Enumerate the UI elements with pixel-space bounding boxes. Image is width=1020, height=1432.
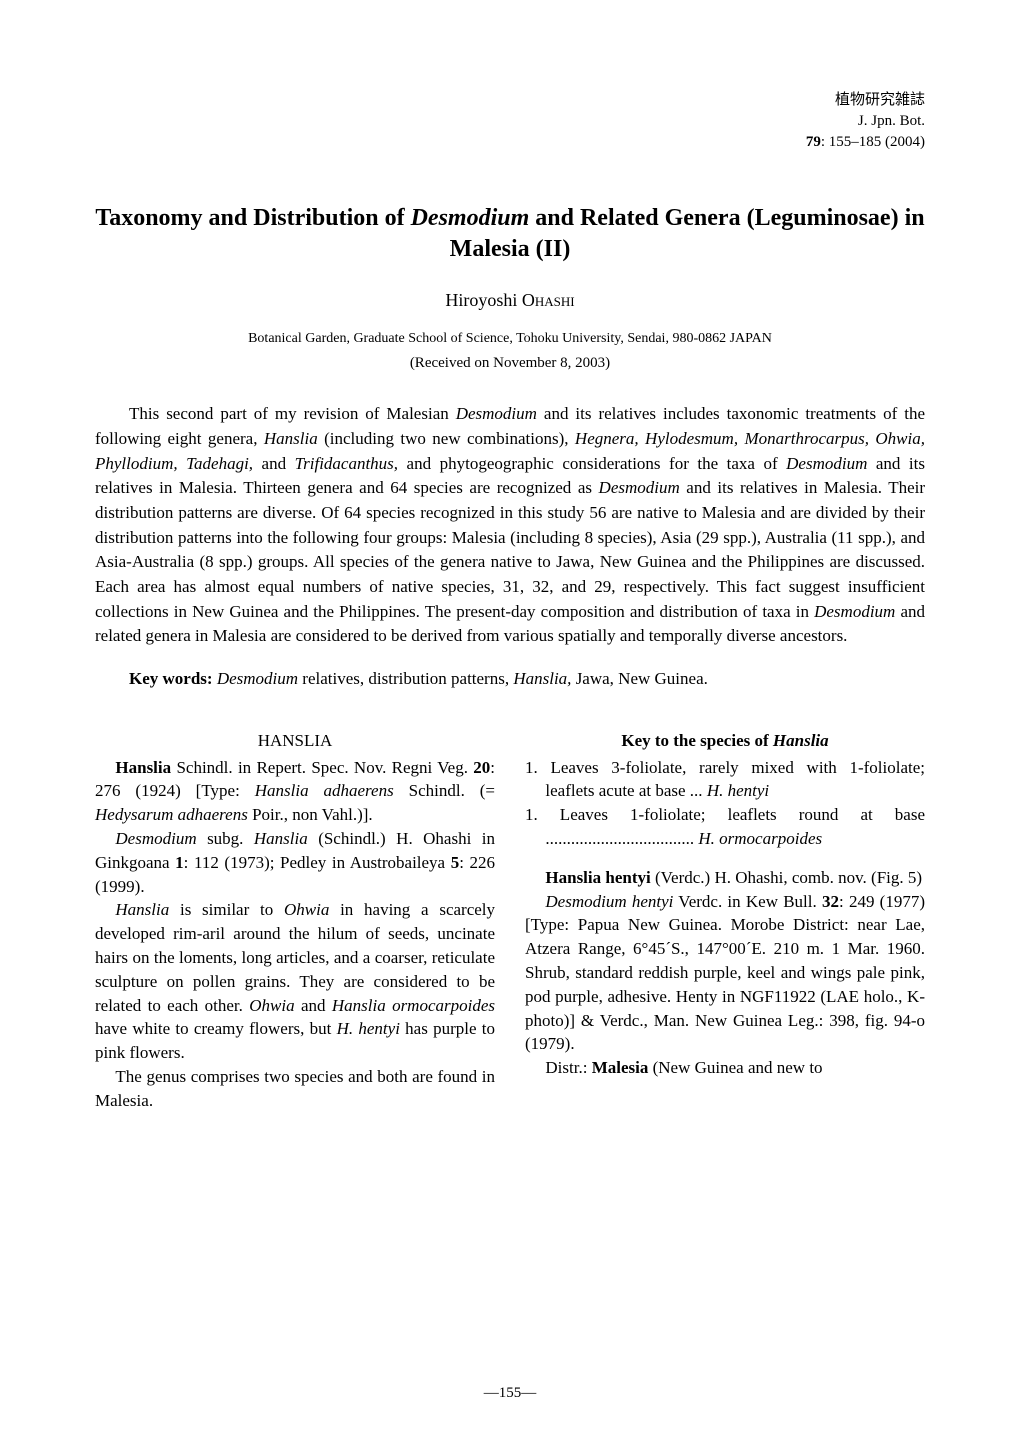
abstract: This second part of my revision of Males…: [95, 402, 925, 648]
rp2-b1: 32: [822, 892, 839, 911]
k2-g1: H. ormocarpoides: [698, 829, 822, 848]
abs-g2: Hanslia: [264, 429, 318, 448]
rp2-g1: Desmodium hentyi: [545, 892, 673, 911]
lp2-g1: Desmodium: [115, 829, 196, 848]
journal-header: 植物研究雑誌 J. Jpn. Bot. 79: 155–185 (2004): [95, 90, 925, 153]
key-heading: Key to the species of Hanslia: [525, 729, 925, 753]
abs-g4: Trifidacanthus,: [295, 454, 398, 473]
lp1-t1: Schindl. in Repert. Spec. Nov. Regni Veg…: [171, 758, 473, 777]
lp3-g4: Hanslia ormocarpoides: [332, 996, 495, 1015]
lp1-t3: Schindl. (=: [394, 781, 495, 800]
left-p3: Hanslia is similar to Ohwia in having a …: [95, 898, 495, 1065]
journal-volume: 79: [806, 134, 821, 150]
article-title: Taxonomy and Distribution of Desmodium a…: [95, 203, 925, 265]
abs-t7: and its relatives in Malesia. Their dist…: [95, 478, 925, 620]
kw-t3: Jawa, New Guinea.: [571, 669, 707, 688]
lp1-b2: 20: [473, 758, 490, 777]
key-item-2: 1. Leaves 1-foliolate; leaflets round at…: [525, 803, 925, 851]
left-p2: Desmodium subg. Hanslia (Schindl.) H. Oh…: [95, 827, 495, 898]
lp3-t4: have white to creamy flowers, but: [95, 1019, 337, 1038]
body-columns: HANSLIA Hanslia Schindl. in Repert. Spec…: [95, 729, 925, 1113]
rp3-t2: (New Guinea and new to: [648, 1058, 822, 1077]
journal-volume-line: 79: 155–185 (2004): [95, 132, 925, 153]
author: Hiroyoshi Ohashi: [95, 290, 925, 311]
key-item-1: 1. Leaves 3-foliolate, rarely mixed with…: [525, 756, 925, 804]
lp3-g1: Hanslia: [115, 900, 169, 919]
left-p1: Hanslia Schindl. in Repert. Spec. Nov. R…: [95, 756, 495, 827]
abs-g1: Desmodium: [456, 404, 537, 423]
keywords-label: Key words:: [129, 669, 213, 688]
lp2-t1: subg.: [197, 829, 254, 848]
abs-t4: and: [253, 454, 295, 473]
lp2-t3: : 112 (1973); Pedley in Austrobaileya: [184, 853, 451, 872]
author-first: Hiroyoshi: [445, 290, 522, 310]
rp3-t1: Distr.:: [545, 1058, 591, 1077]
right-p3: Distr.: Malesia (New Guinea and new to: [525, 1056, 925, 1080]
lp2-g2: Hanslia: [254, 829, 308, 848]
page-number: —155—: [0, 1385, 1020, 1402]
abs-t1: This second part of my revision of Males…: [129, 404, 456, 423]
kh-g1: Hanslia: [773, 731, 829, 750]
hanslia-heading: HANSLIA: [95, 729, 495, 753]
lp1-b1: Hanslia: [115, 758, 171, 777]
kw-g2: Hanslia,: [513, 669, 571, 688]
lp1-g1: Hanslia adhaerens: [255, 781, 394, 800]
journal-pages: : 155–185 (2004): [821, 134, 925, 150]
kh-t1: Key to the species of: [621, 731, 773, 750]
lp3-t1: is similar to: [169, 900, 284, 919]
kw-t2: relatives, distribution patterns,: [298, 669, 513, 688]
lp1-g2: Hedysarum adhaerens: [95, 805, 248, 824]
title-pre: Taxonomy and Distribution of: [95, 205, 410, 231]
lp3-g5: H. hentyi: [337, 1019, 400, 1038]
k1-g1: H. hentyi: [707, 781, 769, 800]
title-genus: Desmodium: [411, 205, 530, 231]
journal-abbrev: J. Jpn. Bot.: [95, 111, 925, 132]
kw-g1: Desmodium: [217, 669, 298, 688]
left-p4: The genus comprises two species and both…: [95, 1065, 495, 1113]
abs-g7: Desmodium: [814, 602, 895, 621]
lp1-t4: Poir., non Vahl.)].: [248, 805, 373, 824]
lp3-g3: Ohwia: [249, 996, 294, 1015]
left-column: HANSLIA Hanslia Schindl. in Repert. Spec…: [95, 729, 495, 1113]
journal-jp: 植物研究雑誌: [95, 90, 925, 111]
right-p2: Desmodium hentyi Verdc. in Kew Bull. 32:…: [525, 890, 925, 1057]
affiliation: Botanical Garden, Graduate School of Sci…: [95, 331, 925, 347]
rp1-b1: Hanslia hentyi: [545, 868, 650, 887]
right-column: Key to the species of Hanslia 1. Leaves …: [525, 729, 925, 1113]
right-p1: Hanslia hentyi (Verdc.) H. Ohashi, comb.…: [525, 866, 925, 890]
received-date: (Received on November 8, 2003): [95, 355, 925, 372]
rp3-b1: Malesia: [592, 1058, 649, 1077]
lp3-t3: and: [295, 996, 332, 1015]
author-last: Ohashi: [522, 290, 575, 310]
abs-t5: and phytogeographic considerations for t…: [398, 454, 786, 473]
abs-g5: Desmodium: [786, 454, 867, 473]
abs-g6: Desmodium: [599, 478, 680, 497]
abs-t3: (including two new combinations),: [318, 429, 575, 448]
lp3-g2: Ohwia: [284, 900, 329, 919]
rp1-t1: (Verdc.) H. Ohashi, comb. nov. (Fig. 5): [651, 868, 922, 887]
rp2-t1: Verdc. in Kew Bull.: [673, 892, 822, 911]
lp2-b2: 5: [451, 853, 460, 872]
lp2-b1: 1: [175, 853, 184, 872]
rp2-t2: : 249 (1977) [Type: Papua New Guinea. Mo…: [525, 892, 925, 1054]
keywords: Key words: Desmodium relatives, distribu…: [95, 669, 925, 689]
